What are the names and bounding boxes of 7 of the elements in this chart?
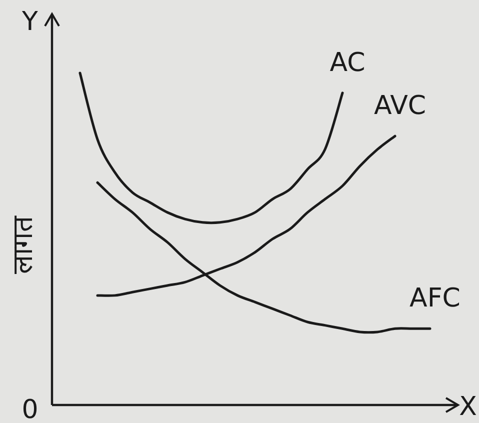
text: 0 xyxy=(22,395,38,423)
series-label: AFC xyxy=(410,284,460,314)
series-label: AC xyxy=(330,48,366,78)
x-axis-title: X xyxy=(459,392,477,422)
y-axis-title: लागत xyxy=(6,215,39,274)
series-label: AVC xyxy=(374,91,426,122)
text: Y xyxy=(21,7,38,37)
